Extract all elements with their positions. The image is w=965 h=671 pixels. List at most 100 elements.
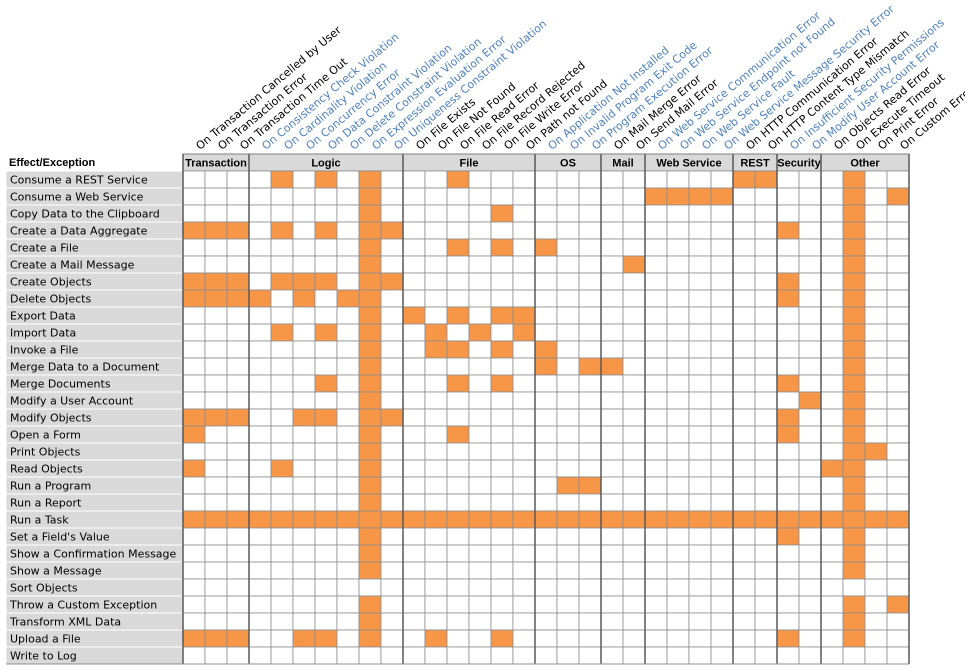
matrix-cell	[688, 629, 712, 648]
matrix-cell	[402, 187, 426, 206]
matrix-cell	[446, 221, 470, 240]
matrix-cell	[402, 476, 426, 495]
matrix-cell	[622, 187, 646, 206]
matrix-cell	[402, 595, 426, 614]
matrix-cell	[314, 527, 338, 546]
matrix-cell	[226, 391, 250, 410]
matrix-cell	[534, 510, 558, 529]
matrix-cell	[644, 595, 668, 614]
matrix-cell	[556, 357, 580, 376]
matrix-cell	[842, 425, 866, 444]
matrix-cell	[336, 323, 360, 342]
matrix-cell	[842, 238, 866, 257]
matrix-cell	[556, 323, 580, 342]
matrix-cell	[688, 425, 712, 444]
matrix-cell	[644, 170, 668, 189]
matrix-cell	[402, 391, 426, 410]
matrix-cell	[424, 527, 448, 546]
matrix-cell	[732, 612, 756, 631]
matrix-cell	[402, 493, 426, 512]
matrix-cell	[578, 442, 602, 461]
matrix-cell	[864, 646, 888, 665]
matrix-cell	[820, 221, 844, 240]
matrix-cell	[666, 289, 690, 308]
matrix-cell	[622, 391, 646, 410]
row-label: Show a Message	[10, 565, 102, 578]
matrix-cell	[534, 272, 558, 291]
matrix-cell	[534, 561, 558, 580]
matrix-cell	[798, 306, 822, 325]
matrix-cell	[270, 459, 294, 478]
matrix-cell	[358, 527, 382, 546]
matrix-cell	[710, 425, 734, 444]
matrix-cell	[490, 595, 514, 614]
matrix-cell	[270, 255, 294, 274]
matrix-cell	[732, 374, 756, 393]
matrix-cell	[292, 578, 316, 597]
matrix-cell	[644, 476, 668, 495]
matrix-cell	[864, 255, 888, 274]
matrix-cell	[490, 612, 514, 631]
matrix-cell	[842, 170, 866, 189]
matrix-cell	[666, 340, 690, 359]
matrix-cell	[402, 527, 426, 546]
matrix-cell	[842, 578, 866, 597]
matrix-cell	[314, 306, 338, 325]
matrix-cell	[798, 442, 822, 461]
matrix-cell	[622, 612, 646, 631]
matrix-cell	[204, 561, 228, 580]
matrix-cell	[402, 221, 426, 240]
matrix-cell	[468, 255, 492, 274]
matrix-cell	[644, 187, 668, 206]
matrix-cell	[336, 595, 360, 614]
matrix-cell	[622, 357, 646, 376]
matrix-cell	[710, 459, 734, 478]
matrix-cell	[204, 646, 228, 665]
matrix-cell	[182, 374, 206, 393]
matrix-cell	[556, 476, 580, 495]
matrix-cell	[622, 306, 646, 325]
matrix-cell	[886, 340, 910, 359]
matrix-cell	[886, 255, 910, 274]
matrix-cell	[666, 459, 690, 478]
matrix-cell	[754, 425, 778, 444]
matrix-cell	[556, 374, 580, 393]
matrix-cell	[248, 374, 272, 393]
matrix-cell	[600, 527, 624, 546]
matrix-cell	[534, 255, 558, 274]
matrix-cell	[776, 612, 800, 631]
matrix-cell	[710, 612, 734, 631]
matrix-cell	[776, 544, 800, 563]
matrix-cell	[226, 170, 250, 189]
matrix-cell	[270, 578, 294, 597]
matrix-cell	[578, 493, 602, 512]
matrix-cell	[842, 408, 866, 427]
matrix-cell	[556, 170, 580, 189]
row-label: Export Data	[10, 310, 76, 323]
matrix-cell	[182, 221, 206, 240]
matrix-cell	[556, 306, 580, 325]
corner-header: Effect/Exception	[9, 157, 95, 169]
matrix-cell	[424, 476, 448, 495]
matrix-cell	[864, 289, 888, 308]
matrix-cell	[270, 646, 294, 665]
matrix-cell	[446, 374, 470, 393]
matrix-cell	[468, 578, 492, 597]
row-label: Upload a File	[10, 633, 81, 646]
matrix-cell	[688, 272, 712, 291]
matrix-cell	[468, 170, 492, 189]
matrix-cell	[270, 391, 294, 410]
matrix-cell	[732, 187, 756, 206]
matrix-cell	[402, 578, 426, 597]
matrix-cell	[402, 204, 426, 223]
row-label: Consume a REST Service	[10, 174, 148, 187]
matrix-cell	[468, 391, 492, 410]
matrix-cell	[358, 221, 382, 240]
matrix-cell	[886, 187, 910, 206]
matrix-cell	[644, 612, 668, 631]
matrix-cell	[490, 272, 514, 291]
matrix-cell	[688, 391, 712, 410]
matrix-cell	[798, 204, 822, 223]
matrix-cell	[402, 357, 426, 376]
matrix-cell	[886, 493, 910, 512]
